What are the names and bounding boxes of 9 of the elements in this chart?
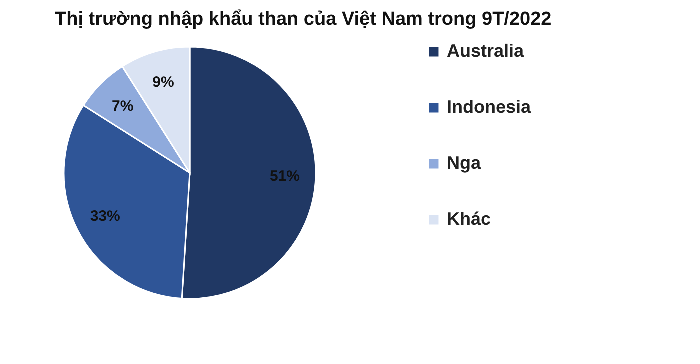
data-label: 51% xyxy=(270,168,300,185)
data-label: 33% xyxy=(90,208,120,226)
chart-title: Thị trường nhập khẩu than của Việt Nam trong 9T/2022 xyxy=(55,9,552,30)
legend-label: Nga xyxy=(447,153,482,173)
legend-label: Australia xyxy=(447,41,526,61)
legend-label: Indonesia xyxy=(447,97,532,117)
data-label: 9% xyxy=(152,74,174,91)
legend-label: Khác xyxy=(447,209,492,229)
data-label: 7% xyxy=(112,98,134,115)
